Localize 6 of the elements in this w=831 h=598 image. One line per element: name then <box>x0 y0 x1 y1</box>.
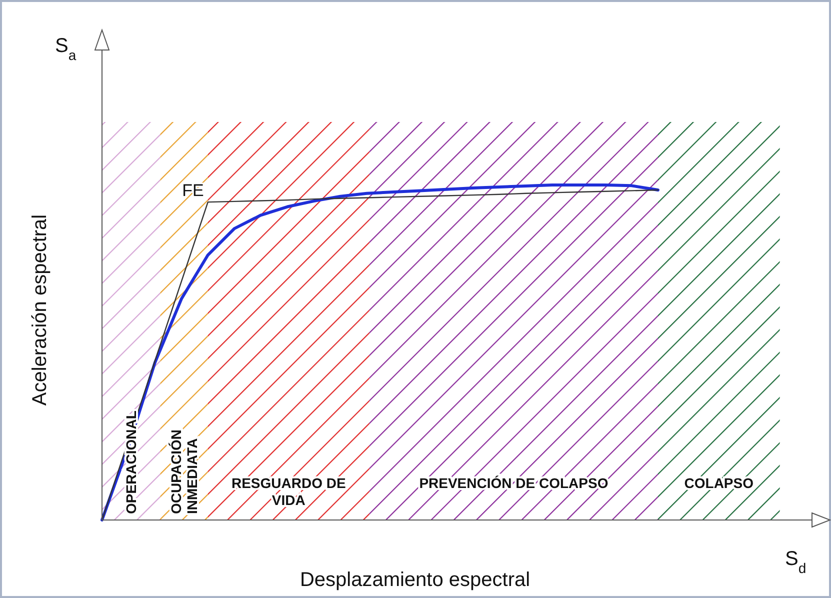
annotation: OPERACIONAL <box>123 410 140 514</box>
text: S$_{a}$ <box>55 35 76 63</box>
y-axis-title: Aceleración espectral <box>29 214 51 406</box>
text: S$_{d}$ <box>785 548 806 576</box>
x-axis-title: Desplazamiento espectral <box>300 569 530 591</box>
annotation: OCUPACIÓN INMEDIATA <box>168 429 200 514</box>
